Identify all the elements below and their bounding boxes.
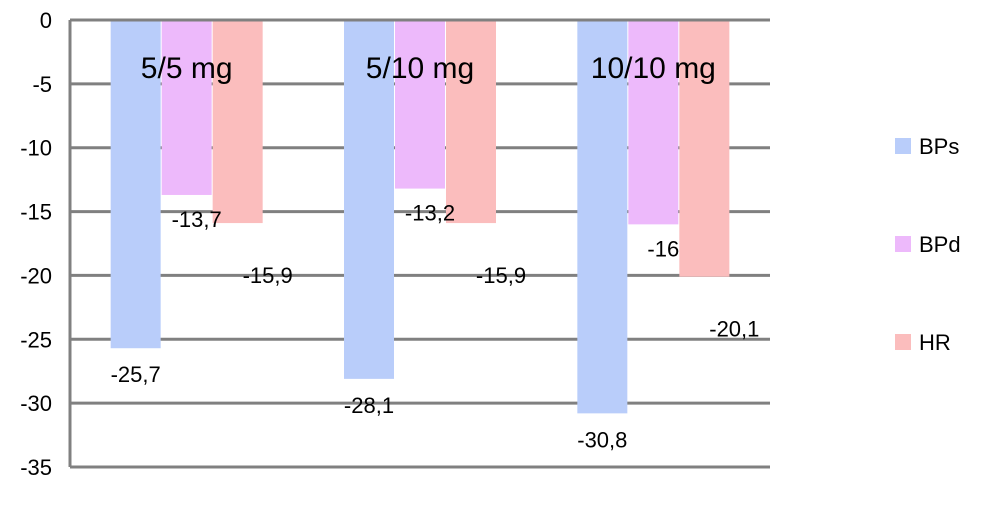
category-labels: 5/5 mg 5/10 mg 10/10 mg [141,52,716,85]
data-label-bpd: -16 [647,236,679,261]
bar-bps [577,21,628,414]
bar-bpd [628,21,679,225]
data-label-bps: -28,1 [344,393,394,418]
y-tick-label: -5 [32,72,52,97]
legend-swatch-bps [895,138,911,154]
y-tick-label: -35 [20,455,52,480]
legend: BPs BPd HR [895,134,961,355]
data-label-bps: -25,7 [111,362,161,387]
bar-hr [212,21,263,224]
category-label: 10/10 mg [591,52,716,85]
y-tick-label: -10 [20,136,52,161]
data-label-hr: -20,1 [709,317,759,342]
category-label: 5/10 mg [366,52,474,85]
y-tick-label: -15 [20,200,52,225]
category-label: 5/5 mg [141,52,233,85]
y-tick-label: -20 [20,263,52,288]
data-label-bps: -30,8 [577,427,627,452]
data-label-hr: -15,9 [476,263,526,288]
bar-hr [446,21,496,224]
bar-bpd [395,21,445,189]
legend-label-bpd: BPd [919,232,961,257]
bar-bpd [161,21,212,195]
y-tick-label: -25 [20,327,52,352]
bars [110,21,730,414]
data-label-bpd: -13,7 [172,207,222,232]
y-tick-label: -30 [20,391,52,416]
data-label-hr: -15,9 [243,263,293,288]
legend-label-hr: HR [919,330,951,355]
legend-label-bps: BPs [919,134,959,159]
legend-swatch-bpd [895,236,911,252]
bar-bps [344,21,394,379]
data-label-bpd: -13,2 [405,201,455,226]
data-labels: -25,7 -13,7 -15,9 -28,1 -13,2 -15,9 -30,8 -16 -2… [111,201,760,453]
legend-swatch-hr [895,334,911,350]
y-tick-label: 0 [40,8,52,33]
bar-hr [679,21,730,277]
y-axis-ticks: 0 -5 -10 -15 -20 -25 -30 -35 [20,8,52,480]
bar-bps [110,21,161,349]
